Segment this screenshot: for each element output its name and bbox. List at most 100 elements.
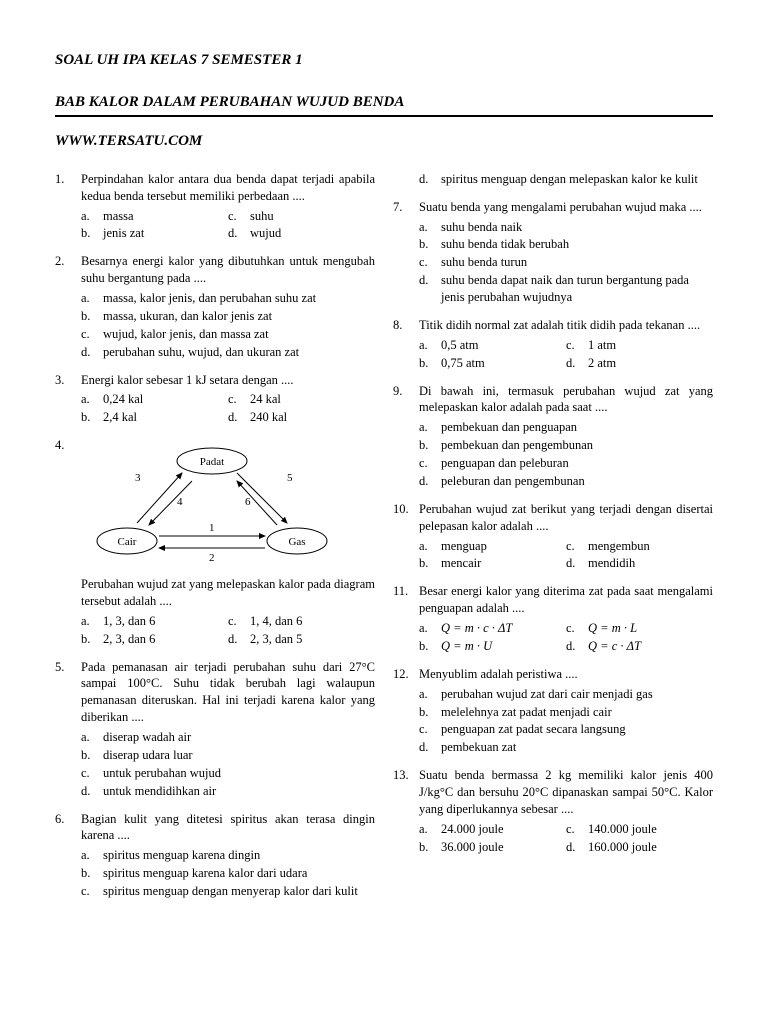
svg-text:3: 3	[135, 472, 141, 484]
opt-text: untuk mendidihkan air	[103, 783, 375, 800]
opt-letter: a.	[419, 620, 441, 637]
opt-letter: c.	[419, 254, 441, 271]
opt-letter: d.	[419, 739, 441, 756]
opt-text: pembekuan dan penguapan	[441, 419, 713, 436]
qtext: Perubahan wujud zat yang melepaskan kalo…	[81, 576, 375, 610]
qtext: Perpindahan kalor antara dua benda dapat…	[81, 171, 375, 205]
opt-text: 24 kal	[250, 391, 375, 408]
opt-text: 0,24 kal	[103, 391, 228, 408]
question-9: 9. Di bawah ini, termasuk perubahan wuju…	[393, 383, 713, 491]
opt-text: Q = c · ΔT	[588, 638, 713, 655]
opt-text: 2, 3, dan 5	[250, 631, 375, 648]
opt-text: massa, kalor jenis, dan perubahan suhu z…	[103, 290, 375, 307]
question-1: 1. Perpindahan kalor antara dua benda da…	[55, 171, 375, 244]
content-columns: 1. Perpindahan kalor antara dua benda da…	[55, 171, 713, 911]
opt-text: Q = m · U	[441, 638, 566, 655]
opt-text: 1 atm	[588, 337, 713, 354]
qtext: Perubahan wujud zat berikut yang terjadi…	[419, 501, 713, 535]
opt-letter: a.	[81, 208, 103, 225]
doc-chapter: BAB KALOR DALAM PERUBAHAN WUJUD BENDA	[55, 92, 713, 112]
opt-letter: c.	[419, 455, 441, 472]
question-6-cont: d.spiritus menguap dengan melepaskan kal…	[393, 171, 713, 189]
qnum: 9.	[393, 383, 419, 491]
opt-text: untuk perubahan wujud	[103, 765, 375, 782]
question-10: 10. Perubahan wujud zat berikut yang ter…	[393, 501, 713, 574]
opt-letter: d.	[81, 783, 103, 800]
question-3: 3. Energi kalor sebesar 1 kJ setara deng…	[55, 372, 375, 428]
opt-letter: b.	[419, 704, 441, 721]
opt-text: jenis zat	[103, 225, 228, 242]
opt-letter: d.	[419, 171, 441, 188]
qnum: 12.	[393, 666, 419, 757]
opt-text: penguapan zat padat secara langsung	[441, 721, 713, 738]
opt-text: 1, 3, dan 6	[103, 613, 228, 630]
opt-letter: d.	[81, 344, 103, 361]
qtext: Bagian kulit yang ditetesi spiritus akan…	[81, 811, 375, 845]
svg-text:Padat: Padat	[200, 456, 224, 468]
opt-letter: b.	[81, 409, 103, 426]
opt-letter: b.	[419, 555, 441, 572]
opt-text: suhu	[250, 208, 375, 225]
qtext: Di bawah ini, termasuk perubahan wujud z…	[419, 383, 713, 417]
opt-text: 1, 4, dan 6	[250, 613, 375, 630]
opt-text: 140.000 joule	[588, 821, 713, 838]
qnum: 11.	[393, 583, 419, 656]
opt-text: massa, ukuran, dan kalor jenis zat	[103, 308, 375, 325]
opt-letter: b.	[81, 631, 103, 648]
opt-text: mendidih	[588, 555, 713, 572]
svg-text:1: 1	[209, 522, 215, 534]
opt-letter: c.	[419, 721, 441, 738]
qtext: Besarnya energi kalor yang dibutuhkan un…	[81, 253, 375, 287]
svg-text:Cair: Cair	[118, 536, 137, 548]
opt-letter: a.	[81, 391, 103, 408]
opt-text: perubahan wujud zat dari cair menjadi ga…	[441, 686, 713, 703]
opt-text: wujud, kalor jenis, dan massa zat	[103, 326, 375, 343]
question-12: 12. Menyublim adalah peristiwa .... a.pe…	[393, 666, 713, 757]
question-2: 2. Besarnya energi kalor yang dibutuhkan…	[55, 253, 375, 361]
opt-letter: b.	[419, 638, 441, 655]
opt-text: 0,5 atm	[441, 337, 566, 354]
opt-text: penguapan dan peleburan	[441, 455, 713, 472]
qtext: Titik didih normal zat adalah titik didi…	[419, 317, 713, 334]
opt-text: suhu benda tidak berubah	[441, 236, 713, 253]
opt-letter: c.	[81, 883, 103, 900]
opt-text: massa	[103, 208, 228, 225]
opt-text: mengembun	[588, 538, 713, 555]
question-7: 7. Suatu benda yang mengalami perubahan …	[393, 199, 713, 307]
opt-text: menguap	[441, 538, 566, 555]
opt-letter: c.	[228, 391, 250, 408]
qtext: Pada pemanasan air terjadi perubahan suh…	[81, 659, 375, 727]
doc-site: WWW.TERSATU.COM	[55, 131, 713, 151]
opt-letter: a.	[81, 847, 103, 864]
opt-letter: c.	[566, 337, 588, 354]
qnum	[393, 171, 419, 189]
opt-letter: d.	[228, 409, 250, 426]
question-11: 11. Besar energi kalor yang diterima zat…	[393, 583, 713, 656]
opt-text: Q = m · L	[588, 620, 713, 637]
opt-text: 160.000 joule	[588, 839, 713, 856]
qtext: Suatu benda bermassa 2 kg memiliki kalor…	[419, 767, 713, 818]
question-6: 6. Bagian kulit yang ditetesi spiritus a…	[55, 811, 375, 901]
opt-letter: b.	[81, 225, 103, 242]
opt-letter: c.	[81, 765, 103, 782]
question-5: 5. Pada pemanasan air terjadi perubahan …	[55, 659, 375, 801]
opt-text: 36.000 joule	[441, 839, 566, 856]
opt-letter: b.	[81, 747, 103, 764]
opt-letter: c.	[228, 613, 250, 630]
opt-text: spiritus menguap dengan melepaskan kalor…	[441, 171, 713, 188]
opt-letter: a.	[419, 686, 441, 703]
opt-letter: c.	[566, 620, 588, 637]
svg-text:Gas: Gas	[288, 536, 305, 548]
svg-text:4: 4	[177, 496, 183, 508]
opt-text: melelehnya zat padat menjadi cair	[441, 704, 713, 721]
qtext: Besar energi kalor yang diterima zat pad…	[419, 583, 713, 617]
opt-letter: a.	[81, 729, 103, 746]
qnum: 7.	[393, 199, 419, 307]
question-4: 4. Padat Cair	[55, 437, 375, 648]
opt-text: wujud	[250, 225, 375, 242]
qnum: 5.	[55, 659, 81, 801]
opt-text: spiritus menguap karena dingin	[103, 847, 375, 864]
opt-letter: c.	[566, 538, 588, 555]
opt-letter: c.	[81, 326, 103, 343]
opt-text: spiritus menguap dengan menyerap kalor d…	[103, 883, 375, 900]
